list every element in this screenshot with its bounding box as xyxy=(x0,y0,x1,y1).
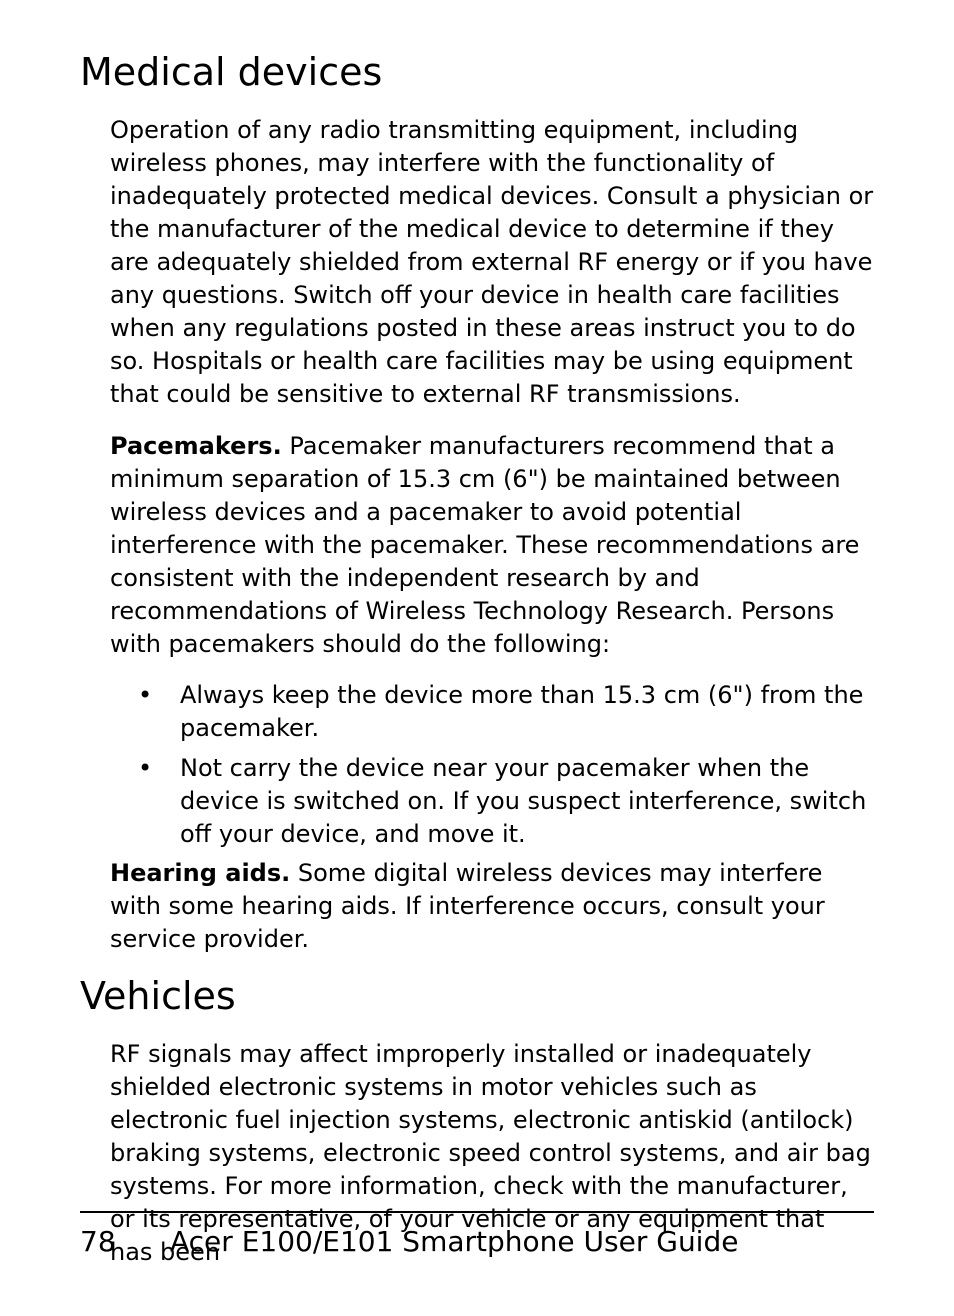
body-pacemakers: Pacemaker manufacturers recommend that a… xyxy=(110,432,859,659)
pacemaker-bullet-list: Always keep the device more than 15.3 cm… xyxy=(110,679,874,851)
page-footer: 78 Acer E100/E101 Smartphone User Guide xyxy=(80,1211,874,1258)
list-item: Not carry the device near your pacemaker… xyxy=(110,752,874,851)
lead-hearing-aids: Hearing aids. xyxy=(110,859,290,887)
paragraph-medical-intro: Operation of any radio transmitting equi… xyxy=(110,114,874,412)
footer-title: Acer E100/E101 Smartphone User Guide xyxy=(170,1225,738,1258)
paragraph-pacemakers: Pacemakers. Pacemaker manufacturers reco… xyxy=(110,430,874,662)
list-item: Always keep the device more than 15.3 cm… xyxy=(110,679,874,745)
document-page: Medical devices Operation of any radio t… xyxy=(0,0,954,1316)
heading-vehicles: Vehicles xyxy=(80,974,874,1020)
lead-pacemakers: Pacemakers. xyxy=(110,432,282,460)
page-number: 78 xyxy=(80,1225,170,1258)
heading-medical-devices: Medical devices xyxy=(80,50,874,96)
paragraph-hearing-aids: Hearing aids. Some digital wireless devi… xyxy=(110,857,874,956)
section-body-medical: Operation of any radio transmitting equi… xyxy=(110,114,874,957)
